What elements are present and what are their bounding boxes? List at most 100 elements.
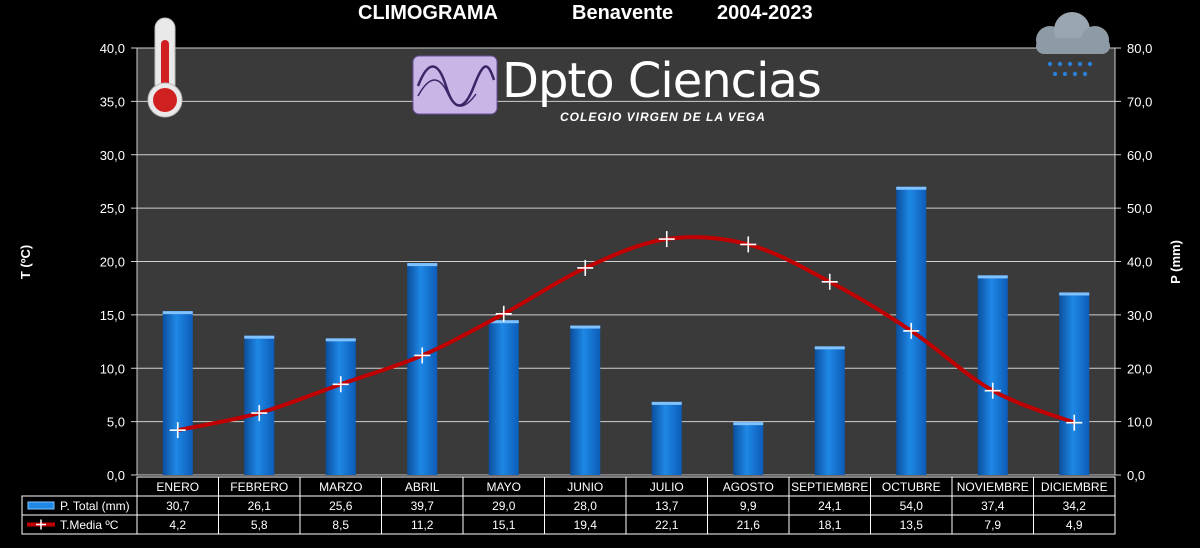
precip-bar: [977, 275, 1008, 475]
precip-bar-top: [162, 311, 193, 315]
temperature-markers: [169, 231, 1083, 439]
y2-tick-label: 40,0: [1127, 255, 1152, 270]
logo-subtitle: COLEGIO VIRGEN DE LA VEGA: [560, 110, 766, 124]
temp-legend-label: T.Media ºC: [60, 518, 119, 532]
category-label: DICIEMBRE: [1041, 480, 1108, 494]
precip-bar: [325, 338, 356, 475]
precip-bar: [488, 320, 519, 475]
precip-bar-top: [244, 335, 275, 339]
wave-line-secondary: [417, 79, 477, 107]
category-label: AGOSTO: [723, 480, 774, 494]
chart-title: CLIMOGRAMA Benavente 2004-2023: [358, 2, 813, 24]
temp-value: 21,6: [737, 518, 761, 532]
precip-value: 34,2: [1063, 499, 1087, 513]
temp-marker: [658, 231, 675, 248]
y2-tick-label: 70,0: [1127, 94, 1152, 109]
temp-value: 11,2: [411, 518, 434, 532]
temp-value: 8,5: [332, 518, 349, 532]
precip-bar-top: [651, 401, 682, 405]
temp-value: 4,9: [1066, 518, 1083, 532]
y2-tick-label: 10,0: [1127, 415, 1152, 430]
temp-value: 15,1: [492, 518, 516, 532]
precip-bar-top: [977, 275, 1008, 279]
y2-tick-label: 20,0: [1127, 361, 1152, 376]
precip-value: 26,1: [248, 499, 272, 513]
y-tick-label: 10,0: [100, 361, 125, 376]
dpto-ciencias-logo: Dpto Ciencias COLEGIO VIRGEN DE LA VEGA: [412, 53, 822, 124]
precip-bar: [162, 311, 193, 475]
y2-tick-label: 30,0: [1127, 308, 1152, 323]
precip-bar: [651, 401, 682, 475]
y-tick-label: 30,0: [100, 148, 125, 163]
precip-value: 37,4: [981, 499, 1005, 513]
precip-bar: [407, 263, 438, 475]
precip-legend-label: P. Total (mm): [60, 499, 130, 513]
y-tick-label: 5,0: [107, 415, 125, 430]
y2-tick-label: 60,0: [1127, 148, 1152, 163]
temp-value: 7,9: [984, 518, 1001, 532]
temp-value: 13,5: [900, 518, 924, 532]
y-tick-label: 40,0: [100, 41, 125, 56]
rain-cloud-icon: [1036, 12, 1110, 77]
temp-marker: [1066, 414, 1083, 431]
temp-marker: [821, 273, 838, 290]
category-label: JULIO: [650, 480, 684, 494]
category-label: SEPTIEMBRE: [791, 480, 868, 494]
y2-axis-title: P (mm): [1168, 240, 1183, 284]
precip-value: 9,9: [740, 499, 757, 513]
logo-text: Dpto Ciencias: [502, 53, 821, 109]
precip-bar-top: [407, 263, 438, 267]
title-years: 2004-2023: [717, 2, 813, 24]
y-axis-title: T (ºC): [18, 245, 33, 279]
y2-tick-label: 50,0: [1127, 201, 1152, 216]
precip-bar-top: [733, 422, 764, 426]
precip-bar: [1059, 292, 1090, 475]
precip-value: 13,7: [655, 499, 679, 513]
temp-marker: [740, 236, 757, 253]
y2-tick-label: 80,0: [1127, 41, 1152, 56]
precip-bar-top: [896, 186, 927, 190]
temp-value: 4,2: [169, 518, 186, 532]
temp-value: 22,1: [655, 518, 679, 532]
y-tick-label: 20,0: [100, 255, 125, 270]
y2-tick-label: 0,0: [1127, 468, 1145, 483]
temp-marker: [414, 347, 431, 364]
logo-wave-badge: [412, 55, 498, 115]
temp-marker: [332, 376, 349, 393]
y-tick-label: 0,0: [107, 468, 125, 483]
precip-value: 30,7: [166, 499, 190, 513]
temp-value: 18,1: [818, 518, 842, 532]
gridlines: [131, 47, 1121, 476]
thermometer-icon: [147, 17, 183, 118]
temperature-line: [177, 235, 1075, 433]
y-tick-label: 35,0: [100, 94, 125, 109]
title-main: CLIMOGRAMA: [358, 2, 498, 24]
precip-value: 29,0: [492, 499, 516, 513]
precip-value: 39,7: [411, 499, 435, 513]
category-label: ENERO: [156, 480, 199, 494]
right-axis-ticks: 0,0 10,0 20,0 30,0 40,0 50,0 60,0 70,0 80,0: [1127, 41, 1152, 483]
precipitation-bars: [162, 186, 1090, 475]
precip-value: 24,1: [818, 499, 842, 513]
category-label: MARZO: [319, 480, 362, 494]
precip-bar: [570, 325, 601, 475]
precip-bar-top: [325, 338, 356, 342]
temp-marker: [495, 305, 512, 322]
data-table: ENERO 30,7 4,2 FEBRERO 26,1 5,8 MARZO 25,6 8,5 AB…: [21, 476, 1116, 535]
temp-value: 5,8: [251, 518, 268, 532]
category-label: JUNIO: [567, 480, 603, 494]
precip-legend-key: [27, 501, 55, 510]
precip-bar: [814, 346, 845, 475]
temp-marker: [903, 322, 920, 339]
category-label: OCTUBRE: [882, 480, 941, 494]
precip-bar-top: [570, 325, 601, 329]
temp-value: 19,4: [574, 518, 598, 532]
precip-value: 54,0: [900, 499, 924, 513]
category-label: MAYO: [487, 480, 521, 494]
category-label: NOVIEMBRE: [957, 480, 1029, 494]
precip-bar-top: [1059, 292, 1090, 296]
temp-marker: [984, 382, 1001, 399]
temp-marker: [169, 422, 186, 439]
title-place: Benavente: [572, 2, 673, 24]
